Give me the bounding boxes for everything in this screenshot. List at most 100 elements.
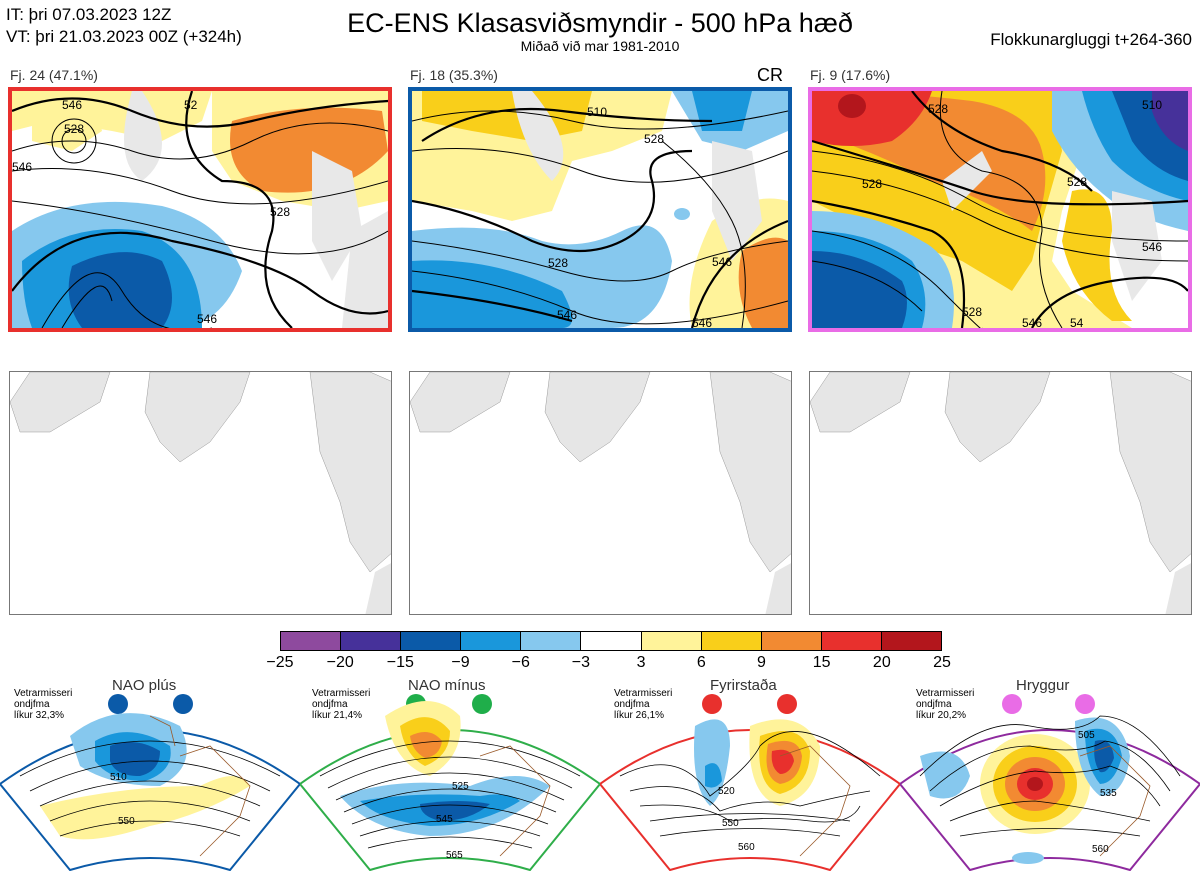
cluster-2-map: 510 528 528 546 546 546 xyxy=(408,87,792,332)
contour-label: 528 xyxy=(962,305,982,319)
empty-map-2 xyxy=(409,371,792,615)
contour-label: 546 xyxy=(1022,316,1042,328)
colorbar-swatch xyxy=(641,632,702,650)
regime-nao-minus: NAO mínus Vetrarmisseri ondjfma líkur 21… xyxy=(300,676,600,871)
contour-label: 546 xyxy=(12,160,32,174)
contour-label: 510 xyxy=(1142,98,1162,112)
contour-label: 528 xyxy=(270,205,290,219)
contour-label: 546 xyxy=(62,98,82,112)
colorbar-swatch xyxy=(821,632,882,650)
contour-label: 528 xyxy=(64,122,84,136)
cluster-3-map: 528 528 510 528 546 528 546 54 xyxy=(808,87,1192,332)
page-subtitle: Miðað við mar 1981-2010 xyxy=(520,38,680,54)
colorbar-tick-label: 25 xyxy=(933,654,951,671)
cluster-1-map: 546 528 52 528 546 546 xyxy=(8,87,392,332)
colorbar-swatch xyxy=(281,632,342,650)
contour-label: 560 xyxy=(1092,844,1109,855)
regime-dot xyxy=(777,694,797,714)
note-probability: líkur 26,1% xyxy=(614,710,665,721)
colorbar-tick-label: 6 xyxy=(696,654,706,671)
contour-label: 528 xyxy=(928,102,948,116)
note-probability: líkur 32,3% xyxy=(14,710,65,721)
contour-label: 545 xyxy=(436,814,453,825)
contour-label: 510 xyxy=(110,772,127,783)
contour-label: 528 xyxy=(862,177,882,191)
colorbar-swatch xyxy=(581,632,642,650)
colorbar-swatch xyxy=(701,632,762,650)
contour-label: 550 xyxy=(722,818,739,829)
regime-ridge: Hryggur Vetrarmisseri ondjfma líkur 20,2… xyxy=(900,676,1200,871)
cluster-3-label: Fj. 9 (17.6%) xyxy=(810,67,891,83)
note-season: Vetrarmisseri xyxy=(14,688,73,699)
empty-map-1 xyxy=(9,371,392,615)
note-months: ondjfma xyxy=(614,699,650,710)
note-probability: líkur 20,2% xyxy=(916,710,967,721)
colorbar-tick-label: −15 xyxy=(386,654,414,671)
note-probability: líkur 21,4% xyxy=(312,710,363,721)
contour-label: 546 xyxy=(197,312,217,326)
colorbar-tick-label: 3 xyxy=(636,654,646,671)
contour-label: 560 xyxy=(738,842,755,853)
page-title: EC-ENS Klasasviðsmyndir - 500 hPa hæð xyxy=(347,8,853,38)
contour-label: 546 xyxy=(557,308,577,322)
regime-probability-note: Vetrarmisseri ondjfma líkur 20,2% xyxy=(916,688,974,721)
contour-label: 510 xyxy=(587,105,607,119)
contour-label: 546 xyxy=(692,316,712,328)
regime-title: NAO mínus xyxy=(408,677,486,694)
colorbar-tick-label: 20 xyxy=(872,654,891,671)
contour-label: 520 xyxy=(718,786,735,797)
colorbar-swatch xyxy=(881,632,942,650)
contour-label: 546 xyxy=(1142,240,1162,254)
note-months: ondjfma xyxy=(916,699,952,710)
colorbar-tick-label: −20 xyxy=(326,654,354,671)
contour-label: 505 xyxy=(1078,730,1095,741)
header-dates: IT: þri 07.03.2023 12Z VT: þri 21.03.202… xyxy=(6,4,242,48)
regime-dot xyxy=(173,694,193,714)
regime-dot xyxy=(702,694,722,714)
regime-dot xyxy=(108,694,128,714)
contour-label: 535 xyxy=(1100,788,1117,799)
colorbar-tick-label: −9 xyxy=(451,654,470,671)
contour-label: 550 xyxy=(118,816,135,827)
regime-probability-note: Vetrarmisseri ondjfma líkur 21,4% xyxy=(312,688,370,721)
cluster-window: Flokkunargluggi t+264-360 xyxy=(990,30,1192,49)
colorbar-swatch xyxy=(341,632,402,650)
regime-dot xyxy=(1002,694,1022,714)
colorbar-tick-label: −6 xyxy=(511,654,530,671)
contour-label: 54 xyxy=(1070,316,1084,328)
regime-title: NAO plús xyxy=(112,677,177,694)
cluster-1-label: Fj. 24 (47.1%) xyxy=(10,67,98,83)
regime-title: Hryggur xyxy=(1016,677,1070,694)
colorbar-swatch xyxy=(761,632,822,650)
empty-map-3 xyxy=(809,371,1192,615)
regime-dot xyxy=(472,694,492,714)
valid-time: VT: þri 21.03.2023 00Z (+324h) xyxy=(6,27,242,46)
note-months: ondjfma xyxy=(14,699,50,710)
regime-probability-note: Vetrarmisseri ondjfma líkur 26,1% xyxy=(614,688,672,721)
regime-nao-plus: NAO plús Vetrarmisseri ondjfma líkur 32,… xyxy=(0,676,300,871)
note-season: Vetrarmisseri xyxy=(614,688,673,699)
colorbar xyxy=(280,631,942,651)
colorbar-swatch xyxy=(401,632,462,650)
colorbar-swatch xyxy=(461,632,522,650)
init-time: IT: þri 07.03.2023 12Z xyxy=(6,5,172,24)
contour-label: 528 xyxy=(548,256,568,270)
contour-label: 565 xyxy=(446,850,463,861)
colorbar-ticks: −25 −20 −15 −9 −6 −3 3 6 9 15 20 25 xyxy=(260,654,960,674)
colorbar-tick-label: 9 xyxy=(757,654,766,671)
contour-label: 546 xyxy=(712,255,732,269)
regime-title: Fyrirstaða xyxy=(710,677,777,694)
note-season: Vetrarmisseri xyxy=(916,688,975,699)
contour-label: 528 xyxy=(644,132,664,146)
regime-dot xyxy=(1075,694,1095,714)
note-months: ondjfma xyxy=(312,699,348,710)
colorbar-tick-label: −3 xyxy=(571,654,591,671)
colorbar-tick-label: −25 xyxy=(266,654,294,671)
contour-label: 525 xyxy=(452,781,469,792)
regime-blocking: Fyrirstaða Vetrarmisseri ondjfma líkur 2… xyxy=(600,676,900,871)
colorbar-swatch xyxy=(521,632,582,650)
regime-probability-note: Vetrarmisseri ondjfma líkur 32,3% xyxy=(14,688,72,721)
note-season: Vetrarmisseri xyxy=(312,688,371,699)
contour-label: 528 xyxy=(1067,175,1087,189)
colorbar-tick-label: 15 xyxy=(812,654,831,671)
